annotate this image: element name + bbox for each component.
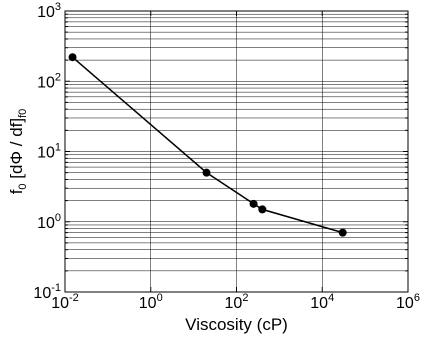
y-tick-label: 100 (37, 212, 61, 232)
tick-marks (64, 11, 409, 293)
data-point (249, 199, 258, 208)
y-tick-label: 10-1 (33, 282, 61, 302)
data-point (258, 205, 267, 214)
grid (64, 11, 409, 293)
data-point (338, 228, 347, 237)
y-tick-labels: 10-1 100 101 102 103 (33, 1, 61, 302)
y-tick-label: 102 (37, 71, 61, 91)
series-line (72, 56, 343, 234)
x-tick-label: 10-2 (51, 292, 79, 312)
y-axis-title: f0 [dΦ / df]f0 (7, 109, 29, 195)
y-axis-title-sub2: f0 (17, 109, 29, 118)
x-tick-label: 102 (225, 292, 249, 312)
x-axis-title: Viscosity (cP) (185, 315, 288, 334)
data-point (68, 53, 77, 62)
x-tick-label: 104 (310, 292, 334, 312)
y-axis-title-main: f (7, 189, 26, 194)
y-axis-title-body: [dΦ / df] (7, 118, 26, 184)
x-tick-labels: 10-2 100 102 104 106 (51, 292, 420, 312)
series (68, 53, 347, 237)
y-axis-title-sub: 0 (17, 183, 29, 189)
data-point (202, 168, 211, 177)
y-tick-label: 103 (37, 1, 61, 21)
x-tick-label: 106 (396, 292, 420, 312)
x-tick-label: 100 (139, 292, 163, 312)
y-tick-label: 101 (37, 142, 61, 162)
